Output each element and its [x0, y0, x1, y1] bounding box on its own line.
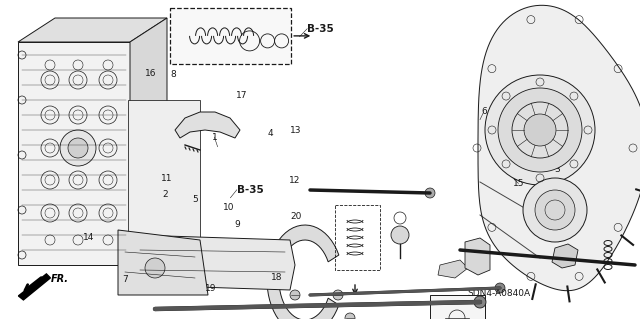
Circle shape — [498, 88, 582, 172]
Text: B-35: B-35 — [307, 24, 334, 34]
Circle shape — [333, 290, 343, 300]
Polygon shape — [175, 112, 240, 138]
Text: 18: 18 — [271, 273, 282, 282]
Circle shape — [495, 283, 505, 293]
Circle shape — [523, 178, 587, 242]
Polygon shape — [438, 260, 468, 278]
Text: 6: 6 — [481, 107, 486, 116]
Text: 12: 12 — [289, 176, 300, 185]
Text: B-35: B-35 — [237, 185, 264, 195]
Circle shape — [233, 263, 243, 273]
Bar — [170, 8, 291, 64]
Text: 2: 2 — [163, 190, 168, 199]
Circle shape — [474, 296, 486, 308]
Circle shape — [153, 251, 177, 275]
Circle shape — [391, 226, 409, 244]
Text: 19: 19 — [205, 284, 217, 293]
Circle shape — [535, 190, 575, 230]
Circle shape — [425, 188, 435, 198]
Polygon shape — [18, 42, 130, 265]
Circle shape — [145, 258, 165, 278]
Text: FR.: FR. — [51, 274, 68, 284]
Text: 5: 5 — [193, 195, 198, 204]
Polygon shape — [128, 100, 200, 280]
Text: 15: 15 — [513, 179, 524, 188]
Text: 10: 10 — [223, 203, 235, 212]
Polygon shape — [552, 244, 578, 268]
Polygon shape — [118, 230, 208, 295]
Text: 16: 16 — [145, 69, 156, 78]
Circle shape — [345, 313, 355, 319]
Text: 20: 20 — [290, 212, 301, 221]
Text: 4: 4 — [268, 130, 273, 138]
Polygon shape — [478, 5, 640, 291]
Text: 11: 11 — [161, 174, 172, 183]
Circle shape — [237, 243, 247, 253]
Polygon shape — [18, 18, 167, 42]
Circle shape — [512, 102, 568, 158]
Circle shape — [60, 130, 96, 166]
Circle shape — [68, 138, 88, 158]
Circle shape — [290, 290, 300, 300]
Text: 9: 9 — [234, 220, 239, 229]
Bar — [430, 295, 485, 319]
Polygon shape — [465, 238, 490, 275]
Text: 13: 13 — [290, 126, 301, 135]
Text: 17: 17 — [236, 91, 248, 100]
Polygon shape — [135, 235, 295, 290]
Polygon shape — [19, 274, 51, 300]
Circle shape — [485, 75, 595, 185]
Text: 8: 8 — [170, 70, 175, 79]
Text: 1: 1 — [212, 133, 217, 142]
Polygon shape — [267, 225, 339, 319]
Polygon shape — [130, 18, 167, 265]
Text: SDN4-A0840A: SDN4-A0840A — [468, 289, 531, 298]
Text: 3: 3 — [554, 165, 559, 174]
Text: 14: 14 — [83, 233, 94, 242]
Circle shape — [524, 114, 556, 146]
Text: 7: 7 — [122, 275, 127, 284]
